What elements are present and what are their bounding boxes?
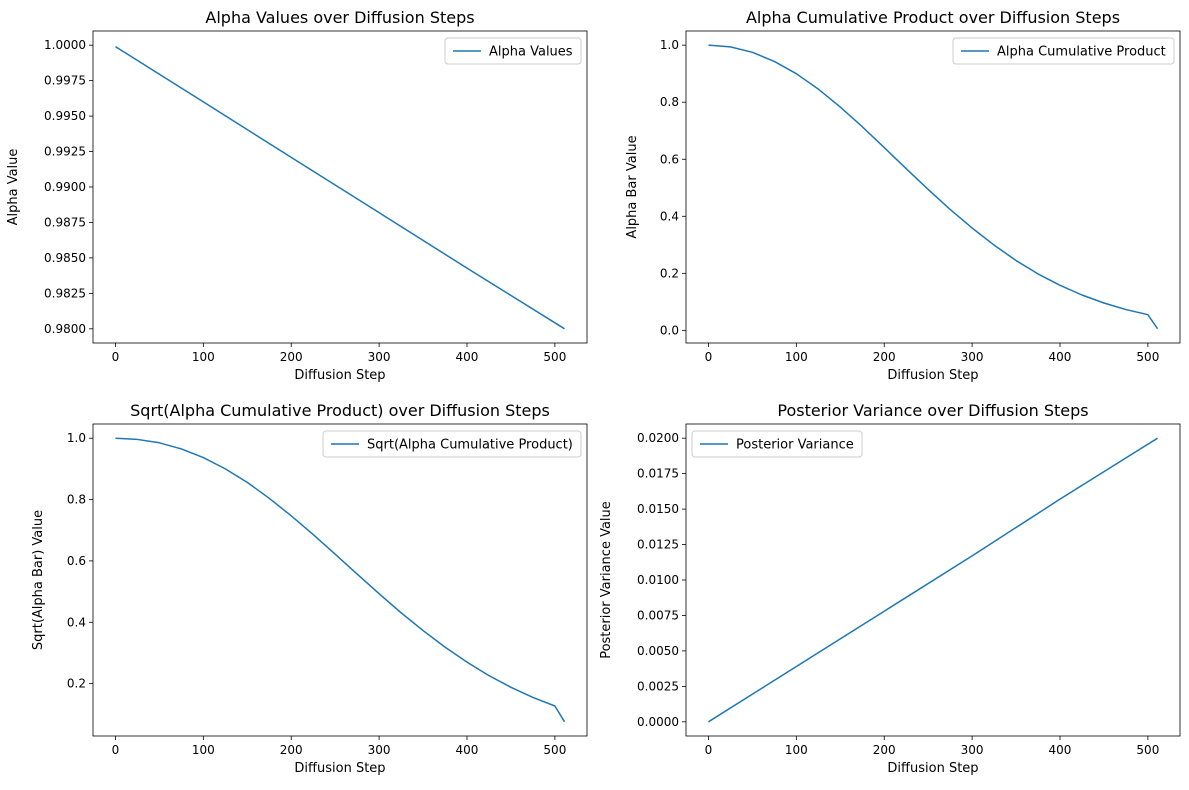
y-tick-label: 0.4 <box>67 615 86 629</box>
x-axis-label: Diffusion Step <box>887 368 978 383</box>
x-tick-label: 0 <box>705 350 713 364</box>
x-tick-label: 400 <box>456 350 479 364</box>
y-tick-label: 0.2 <box>67 677 86 691</box>
x-tick-label: 500 <box>1136 350 1159 364</box>
y-tick-label: 0.9825 <box>44 286 86 300</box>
legend-box <box>952 37 1175 65</box>
x-tick-label: 0 <box>112 743 120 757</box>
y-tick-label: 1.0000 <box>44 38 86 52</box>
y-tick-label: 0.8 <box>660 95 679 109</box>
series-line <box>115 437 566 723</box>
subplot-1: Alpha Values over Diffusion Steps 0 100 200… <box>6 8 588 383</box>
x-axis-label: Diffusion Step <box>294 368 385 383</box>
x-tick-label: 500 <box>543 743 566 757</box>
y-tick-label: 1.0 <box>67 431 86 445</box>
y-tick-label: 0.0000 <box>637 715 679 729</box>
series-line <box>115 45 565 330</box>
plot-frame <box>92 30 588 344</box>
subplot-title: Alpha Values over Diffusion Steps <box>205 8 474 27</box>
x-tick-label: 300 <box>368 350 391 364</box>
x-tick-label: 400 <box>456 743 479 757</box>
legend: Alpha Cumulative Product <box>952 37 1175 65</box>
subplot-4: Posterior Variance over Diffusion Steps 0… <box>599 401 1181 776</box>
legend-label: Posterior Variance <box>736 438 854 453</box>
x-tick-label: 300 <box>961 743 984 757</box>
legend-box <box>322 430 582 458</box>
y-tick-label: 0.0150 <box>637 502 679 516</box>
y-tick-label: 0.6 <box>67 554 86 568</box>
x-tick-label: 300 <box>368 743 391 757</box>
y-axis-label: Alpha Bar Value <box>625 135 640 238</box>
x-tick-label: 100 <box>785 350 808 364</box>
y-tick-label: 0.0 <box>660 323 679 337</box>
x-tick-label: 400 <box>1049 743 1072 757</box>
y-axis-label: Posterior Variance Value <box>599 501 614 659</box>
x-tick-label: 500 <box>1136 743 1159 757</box>
y-tick-label: 1.0 <box>660 38 679 52</box>
y-tick-label: 0.0175 <box>637 467 679 481</box>
x-tick-label: 100 <box>785 743 808 757</box>
y-tick-label: 0.9875 <box>44 215 86 229</box>
subplot-title: Sqrt(Alpha Cumulative Product) over Diff… <box>130 401 550 420</box>
y-tick-label: 0.0200 <box>637 431 679 445</box>
x-tick-label: 100 <box>192 743 215 757</box>
subplot-2: Alpha Cumulative Product over Diffusion … <box>625 8 1181 383</box>
y-tick-label: 0.8 <box>67 493 86 507</box>
y-tick-label: 0.0125 <box>637 538 679 552</box>
x-tick-label: 0 <box>112 350 120 364</box>
x-tick-label: 200 <box>280 350 303 364</box>
series-line <box>708 437 1158 723</box>
subplot-title: Alpha Cumulative Product over Diffusion … <box>746 8 1120 27</box>
y-tick-label: 0.0100 <box>637 573 679 587</box>
series-line <box>708 44 1159 330</box>
y-tick-label: 0.2 <box>660 266 679 280</box>
y-tick-label: 0.9850 <box>44 251 86 265</box>
y-tick-label: 0.0025 <box>637 679 679 693</box>
plot-frame <box>685 30 1181 344</box>
x-axis-label: Diffusion Step <box>887 761 978 776</box>
legend: Sqrt(Alpha Cumulative Product) <box>322 430 582 458</box>
x-axis-label: Diffusion Step <box>294 761 385 776</box>
x-tick-label: 400 <box>1049 350 1072 364</box>
legend-label: Sqrt(Alpha Cumulative Product) <box>367 438 573 453</box>
legend: Posterior Variance <box>691 430 863 458</box>
y-tick-label: 0.0075 <box>637 608 679 622</box>
plot-frame <box>92 423 588 737</box>
legend-box <box>444 37 582 65</box>
x-tick-label: 0 <box>705 743 713 757</box>
legend-label: Alpha Cumulative Product <box>997 45 1166 60</box>
legend-label: Alpha Values <box>489 45 573 60</box>
plot-frame <box>685 423 1181 737</box>
x-tick-label: 300 <box>961 350 984 364</box>
x-tick-label: 200 <box>873 350 896 364</box>
subplot-title: Posterior Variance over Diffusion Steps <box>777 401 1088 420</box>
y-axis-label: Sqrt(Alpha Bar) Value <box>31 510 46 650</box>
subplot-3: Sqrt(Alpha Cumulative Product) over Diff… <box>31 401 588 776</box>
x-tick-label: 500 <box>543 350 566 364</box>
legend: Alpha Values <box>444 37 582 65</box>
y-tick-label: 0.4 <box>660 209 679 223</box>
y-tick-label: 0.9800 <box>44 322 86 336</box>
y-tick-label: 0.9925 <box>44 145 86 159</box>
x-tick-label: 100 <box>192 350 215 364</box>
legend-box <box>691 430 863 458</box>
y-tick-label: 0.9950 <box>44 109 86 123</box>
x-tick-label: 200 <box>280 743 303 757</box>
y-tick-label: 0.6 <box>660 152 679 166</box>
y-tick-label: 0.0050 <box>637 644 679 658</box>
x-tick-label: 200 <box>873 743 896 757</box>
y-tick-label: 0.9900 <box>44 180 86 194</box>
y-axis-label: Alpha Value <box>6 149 21 226</box>
y-tick-label: 0.9975 <box>44 74 86 88</box>
